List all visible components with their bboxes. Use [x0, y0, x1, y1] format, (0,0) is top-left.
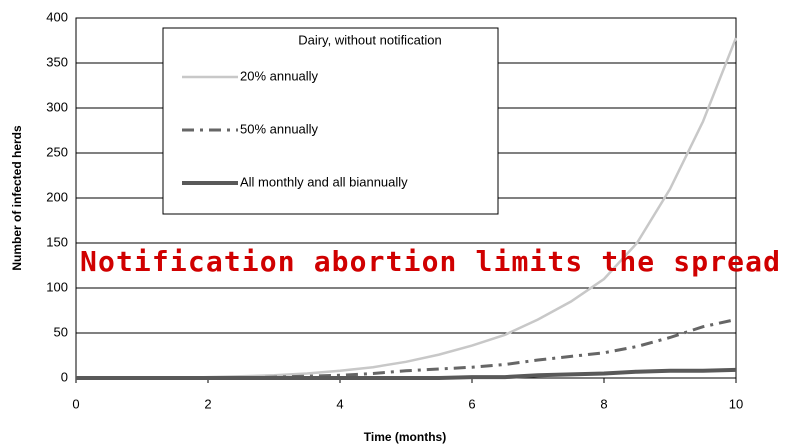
x-tick-label: 6	[468, 396, 475, 411]
legend-label: All monthly and all biannually	[240, 174, 408, 189]
x-tick-label: 0	[72, 396, 79, 411]
legend-title: Dairy, without notification	[298, 32, 442, 47]
y-axis-label: Number of infected herds	[10, 125, 24, 271]
y-tick-label: 400	[46, 9, 68, 24]
y-tick-label: 350	[46, 54, 68, 69]
legend-label: 20% annually	[240, 68, 319, 83]
series-line	[76, 367, 737, 380]
x-tick-label: 2	[204, 396, 211, 411]
x-axis-label: Time (months)	[364, 430, 446, 444]
y-tick-label: 150	[46, 234, 68, 249]
y-tick-label: 100	[46, 279, 68, 294]
y-tick-label: 200	[46, 189, 68, 204]
y-tick-label: 50	[54, 324, 68, 339]
y-tick-label: 250	[46, 144, 68, 159]
y-tick-label: 300	[46, 99, 68, 114]
x-tick-label: 4	[336, 396, 343, 411]
x-tick-label: 10	[729, 396, 743, 411]
legend-label: 50% annually	[240, 121, 319, 136]
x-tick-label: 8	[600, 396, 607, 411]
annotation: Notification abortion limits the spread	[80, 245, 780, 278]
series-line	[76, 318, 737, 380]
y-tick-label: 0	[61, 369, 68, 384]
